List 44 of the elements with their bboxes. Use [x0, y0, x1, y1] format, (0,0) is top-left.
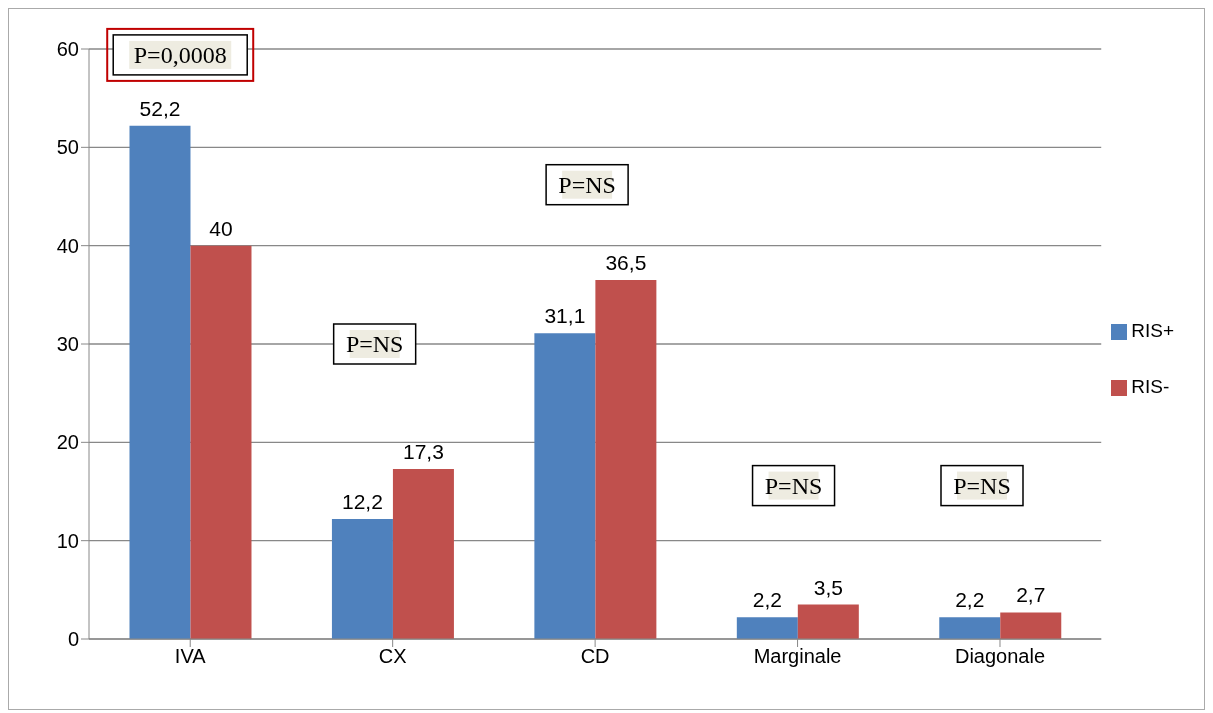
- y-tick-label: 10: [56, 529, 79, 552]
- text-box: P=0,0008: [106, 27, 255, 82]
- data-label: 2,2: [955, 588, 985, 612]
- bar: [939, 617, 1001, 639]
- data-label: 12,2: [341, 490, 383, 514]
- bar: [595, 280, 657, 639]
- bar: [129, 125, 191, 639]
- text-box: P=NS: [751, 464, 836, 507]
- x-tick-label: IVA: [174, 645, 207, 668]
- data-label: 2,2: [752, 588, 782, 612]
- x-tick-label: Marginale: [753, 645, 842, 668]
- annotation: P=0,0008: [133, 41, 227, 68]
- bar: [190, 245, 252, 639]
- data-label: 40: [209, 216, 233, 240]
- y-tick-label: 60: [56, 38, 79, 61]
- y-tick-label: 0: [67, 628, 79, 651]
- bar: [797, 604, 859, 639]
- data-label: 2,7: [1016, 583, 1046, 607]
- y-tick-label: 40: [56, 234, 79, 257]
- y-tick-label: 30: [56, 333, 79, 356]
- y-tick-label: 50: [56, 136, 79, 159]
- legend-label: RIS-: [1131, 376, 1170, 397]
- annotation: P=NS: [953, 472, 1011, 499]
- legend-label: RIS+: [1131, 320, 1174, 341]
- data-label: 17,3: [402, 439, 444, 463]
- data-label: 3,5: [813, 575, 843, 599]
- text-box: P=NS: [940, 464, 1024, 507]
- text-box: P=NS: [332, 323, 417, 365]
- x-tick-label: Diagonale: [954, 645, 1046, 668]
- annotation: P=NS: [345, 331, 404, 357]
- annotation: P=NS: [764, 472, 823, 499]
- data-label: 52,2: [139, 96, 181, 120]
- x-tick-label: CX: [378, 645, 407, 668]
- bar: [534, 333, 596, 639]
- bar: [1000, 612, 1062, 639]
- data-label: 36,5: [605, 251, 647, 275]
- text-box: P=NS: [545, 163, 629, 206]
- y-tick-label: 20: [56, 431, 79, 454]
- bar: [331, 519, 393, 639]
- annotation: P=NS: [558, 171, 616, 198]
- bar: [392, 468, 454, 639]
- data-label: 31,1: [544, 304, 586, 328]
- bar: [736, 617, 798, 639]
- x-tick-label: CD: [580, 645, 610, 668]
